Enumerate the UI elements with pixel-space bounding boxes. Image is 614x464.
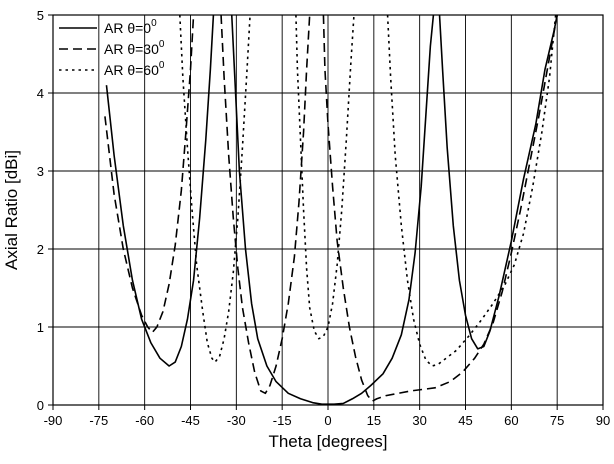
y-tick-label: 5 xyxy=(37,8,44,23)
y-tick-labels: 0 1 2 3 4 5 xyxy=(37,8,44,413)
legend: AR θ=00 AR θ=300 AR θ=600 xyxy=(59,18,165,78)
x-tick-label: -75 xyxy=(89,413,108,428)
legend-label: AR θ=300 xyxy=(104,39,165,57)
x-axis-label: Theta [degrees] xyxy=(268,432,387,451)
legend-label-superscript: 0 xyxy=(151,18,157,29)
legend-item-2: AR θ=300 xyxy=(59,39,165,57)
x-tick-label: -15 xyxy=(273,413,292,428)
x-tick-label: -30 xyxy=(227,413,246,428)
legend-label-superscript: 0 xyxy=(159,60,165,71)
ticks xyxy=(48,14,604,410)
y-tick-label: 0 xyxy=(37,398,44,413)
legend-item-1: AR θ=00 xyxy=(59,18,157,36)
x-tick-label: 75 xyxy=(550,413,564,428)
y-tick-label: 1 xyxy=(37,320,44,335)
y-tick-label: 3 xyxy=(37,164,44,179)
y-axis-label: Axial Ratio [dBi] xyxy=(2,150,21,270)
legend-label: AR θ=600 xyxy=(104,60,165,78)
y-tick-label: 4 xyxy=(37,86,44,101)
x-tick-label: 60 xyxy=(504,413,518,428)
x-tick-label: -90 xyxy=(44,413,63,428)
series-layer xyxy=(104,15,558,405)
legend-item-3: AR θ=600 xyxy=(59,60,165,78)
legend-label: AR θ=00 xyxy=(104,18,157,36)
x-tick-labels: -90 -75 -60 -45 -30 -15 0 15 30 45 60 75 90 xyxy=(44,413,611,428)
x-tick-label: -60 xyxy=(135,413,154,428)
x-tick-label: 30 xyxy=(412,413,426,428)
y-tick-label: 2 xyxy=(37,242,44,257)
legend-label-superscript: 0 xyxy=(159,39,165,50)
x-tick-label: 90 xyxy=(596,413,610,428)
series-line-2 xyxy=(104,15,558,402)
series-line-3 xyxy=(179,15,557,367)
x-tick-label: 45 xyxy=(458,413,472,428)
x-tick-label: 0 xyxy=(324,413,331,428)
series-line-1 xyxy=(105,15,558,405)
x-tick-label: -45 xyxy=(181,413,200,428)
x-tick-label: 15 xyxy=(367,413,381,428)
